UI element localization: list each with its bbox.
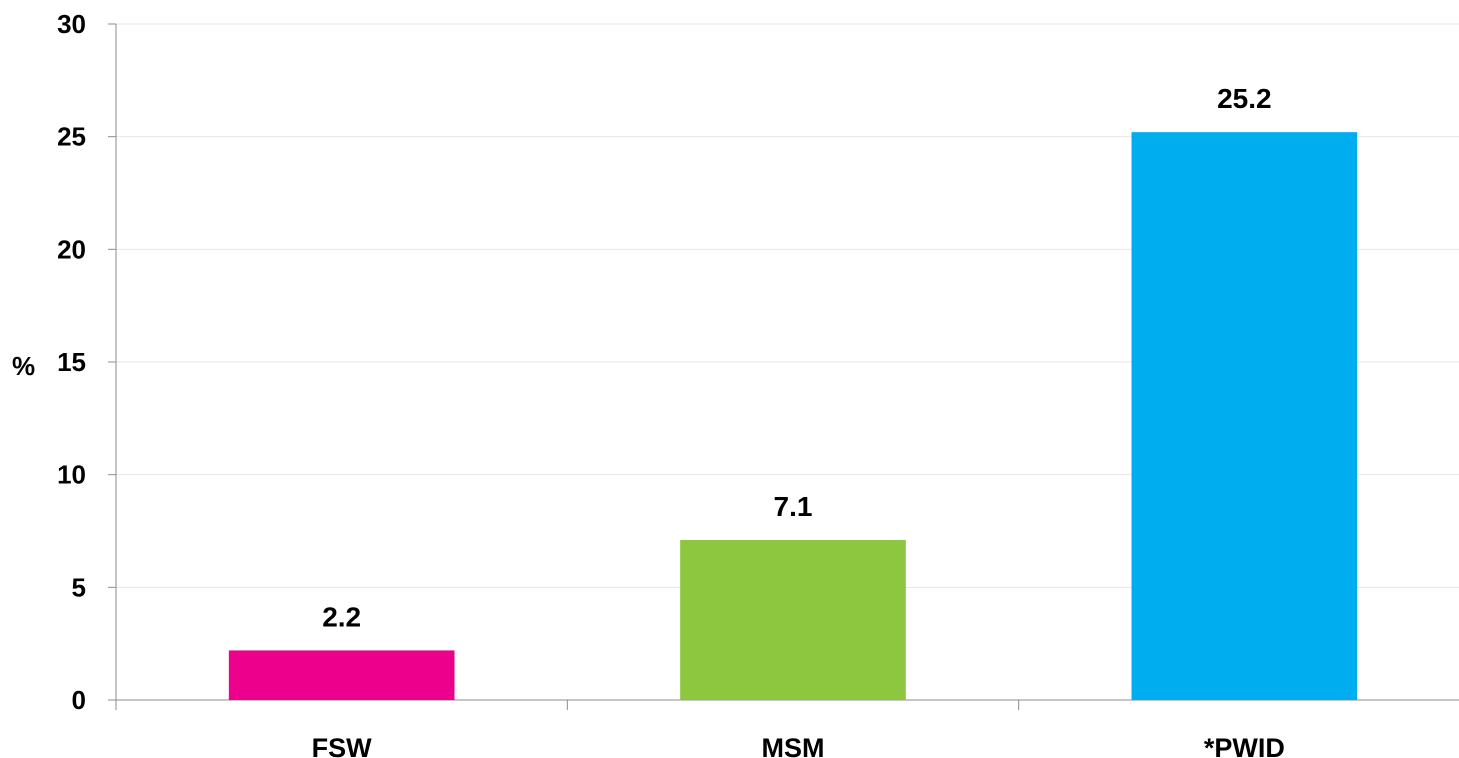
labels: 0 5 10 15 20 25 30 2.2 FSW 7.1 MSM 25.2 *PWID bbox=[57, 9, 1285, 758]
data-label: 25.2 bbox=[1217, 83, 1272, 114]
y-axis-label: % bbox=[12, 351, 35, 381]
data-label: 2.2 bbox=[322, 601, 361, 632]
y-tick-label: 30 bbox=[57, 9, 86, 39]
bar-fsw bbox=[228, 650, 455, 700]
bar-pwid bbox=[1131, 132, 1358, 700]
x-category-label: *PWID bbox=[1204, 733, 1285, 758]
x-category-label: MSM bbox=[762, 733, 825, 758]
bars bbox=[228, 132, 1358, 700]
y-tick-label: 0 bbox=[72, 685, 86, 715]
y-tick-label: 15 bbox=[57, 347, 86, 377]
x-category-label: FSW bbox=[312, 733, 373, 758]
data-label: 7.1 bbox=[774, 491, 813, 522]
y-tick-label: 25 bbox=[57, 122, 86, 152]
y-tick-label: 20 bbox=[57, 234, 86, 264]
y-tick-label: 10 bbox=[57, 460, 86, 490]
y-tick-label: 5 bbox=[72, 572, 86, 602]
bar-msm bbox=[680, 540, 906, 700]
